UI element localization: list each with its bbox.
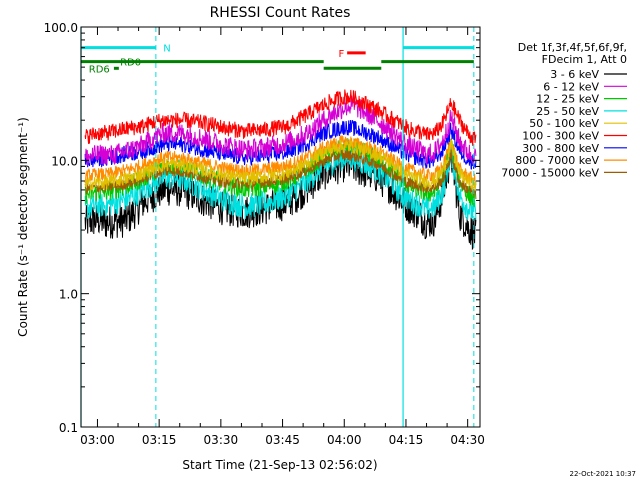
series-layer (84, 89, 477, 251)
legend-entry-label: 300 - 800 keV (522, 142, 599, 155)
legend-entry-label: 800 - 7000 keV (515, 154, 599, 167)
legend-entry-label: 7000 - 15000 keV (501, 166, 599, 179)
y-tick-label: 1.0 (59, 288, 78, 302)
x-tick-label: 04:00 (327, 433, 362, 447)
series-line-100-300kev (84, 89, 477, 146)
x-axis: 03:00 03:15 03:30 03:45 04:00 04:15 04:30 (80, 27, 485, 447)
y-tick-label: 10.0 (51, 154, 78, 168)
legend-entry-label: 3 - 6 keV (550, 68, 599, 81)
y-tick-label: 0.1 (59, 421, 78, 435)
series-line-25-50kev (84, 142, 477, 221)
series-line-6-12kev (84, 95, 477, 167)
flag-label-f: F (338, 49, 344, 60)
series-line-300-800kev (84, 119, 477, 170)
series-line-800-7000kev (84, 135, 477, 186)
flag-label-rd0: RD0 (120, 58, 141, 69)
chart-title: RHESSI Count Rates (210, 5, 351, 21)
y-axis: 0.1 1.0 10.0 100.0 (44, 21, 480, 435)
x-axis-label: Start Time (21-Sep-13 02:56:02) (182, 458, 377, 472)
legend-entry-label: 25 - 50 keV (536, 105, 599, 118)
legend-header-line: Det 1f,3f,4f,5f,6f,9f, (518, 41, 627, 54)
legend-header-line: FDecim 1, Att 0 (542, 53, 627, 66)
x-tick-label: 03:15 (142, 433, 177, 447)
series-line-50-100kev (84, 139, 477, 192)
legend-entry-label: 100 - 300 keV (522, 130, 599, 143)
plot-frame (80, 26, 481, 428)
flag-label-rd6: RD6 (89, 64, 110, 75)
legend: Det 1f,3f,4f,5f,6f,9f,FDecim 1, Att 0 3 -… (501, 41, 627, 179)
legend-entry-label: 6 - 12 keV (543, 80, 599, 93)
x-tick-label: 03:00 (80, 433, 115, 447)
y-tick-label: 100.0 (44, 21, 78, 35)
timestamp: 22-Oct-2021 10:37 (570, 470, 636, 478)
x-tick-label: 04:15 (389, 433, 424, 447)
series-line-7000-15000kev (84, 149, 477, 200)
x-tick-label: 03:45 (265, 433, 300, 447)
legend-entry-label: 50 - 100 keV (529, 117, 599, 130)
x-tick-label: 03:30 (204, 433, 239, 447)
legend-entry-label: 12 - 25 keV (536, 93, 599, 106)
plot-area: N F RD0 RD6 (80, 26, 481, 428)
y-axis-label: Count Rate (s⁻¹ detector segment⁻¹) (16, 117, 30, 337)
x-tick-label: 04:30 (450, 433, 485, 447)
flag-label-n: N (163, 44, 170, 55)
